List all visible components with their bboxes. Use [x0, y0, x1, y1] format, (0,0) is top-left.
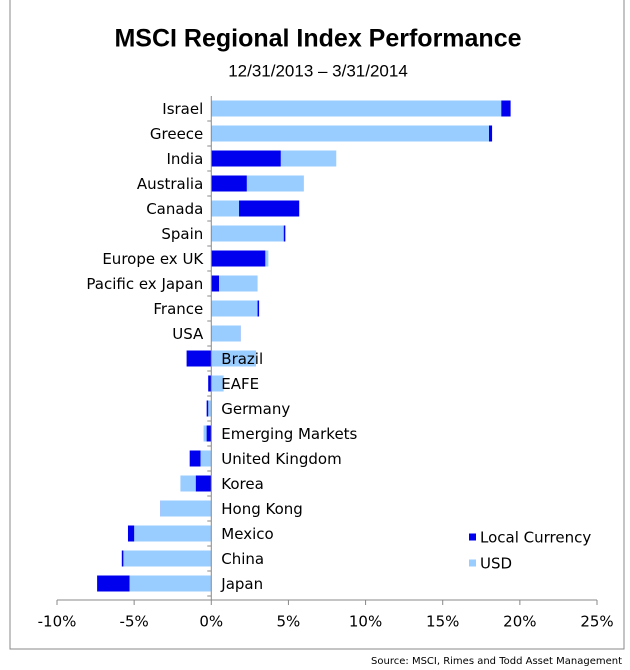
- category-label: Pacific ex Japan: [86, 275, 203, 293]
- category-label: Korea: [221, 475, 264, 493]
- category-label: Greece: [150, 125, 203, 143]
- category-label: United Kingdom: [221, 450, 341, 468]
- frame: [9, 0, 625, 650]
- bar: [211, 350, 257, 367]
- category-label: Japan: [220, 575, 263, 593]
- bar: [206, 425, 212, 442]
- category-label: Emerging Markets: [221, 425, 357, 443]
- bar: [211, 200, 240, 217]
- category-label: Europe ex UK: [102, 250, 204, 268]
- bar: [208, 400, 212, 417]
- bar: [208, 375, 212, 392]
- category-label: Israel: [162, 100, 203, 118]
- bar: [211, 375, 224, 392]
- category-label: Hong Kong: [221, 500, 303, 518]
- category-label: Germany: [221, 400, 290, 418]
- bar: [134, 525, 212, 542]
- bar: [200, 450, 212, 467]
- bar: [129, 575, 212, 592]
- bar: [211, 175, 247, 192]
- bar: [211, 125, 490, 142]
- bar: [211, 100, 502, 117]
- x-tick-label: 15%: [426, 613, 459, 631]
- category-label: Spain: [161, 225, 203, 243]
- bar: [211, 225, 284, 242]
- category-label: China: [221, 550, 264, 568]
- legend-label: Local Currency: [480, 529, 591, 547]
- category-label: India: [166, 150, 203, 168]
- category-label: France: [153, 300, 203, 318]
- x-tick-label: 25%: [580, 613, 613, 631]
- x-tick-label: 0%: [199, 613, 223, 631]
- x-tick-label: 10%: [349, 613, 382, 631]
- bar: [211, 275, 219, 292]
- category-label: Australia: [137, 175, 203, 193]
- category-label: Brazil: [221, 350, 263, 368]
- bar: [211, 250, 266, 267]
- x-tick-label: 20%: [503, 613, 536, 631]
- legend-swatch: [469, 559, 476, 567]
- bar: [211, 325, 241, 342]
- legend-label: USD: [480, 555, 512, 573]
- bar: [211, 300, 258, 317]
- bar: [160, 500, 212, 517]
- bar: [186, 350, 212, 367]
- x-tick-label: 5%: [277, 613, 301, 631]
- category-label: Mexico: [221, 525, 273, 543]
- legend-swatch: [469, 533, 476, 541]
- bar: [211, 150, 281, 167]
- category-label: USA: [172, 325, 204, 343]
- bar: [195, 475, 212, 492]
- source: Source: MSCI, Rimes and Todd Asset Manag…: [371, 656, 622, 667]
- x-tick-label: -10%: [38, 613, 77, 631]
- category-label: EAFE: [221, 375, 259, 393]
- bar: [211, 275, 258, 292]
- chart-title: MSCI Regional Index Performance: [114, 25, 521, 53]
- category-label: Canada: [146, 200, 203, 218]
- x-tick-label: -5%: [120, 613, 149, 631]
- bar: [123, 550, 212, 567]
- chart-subtitle: 12/31/2013 – 3/31/2014: [228, 61, 408, 80]
